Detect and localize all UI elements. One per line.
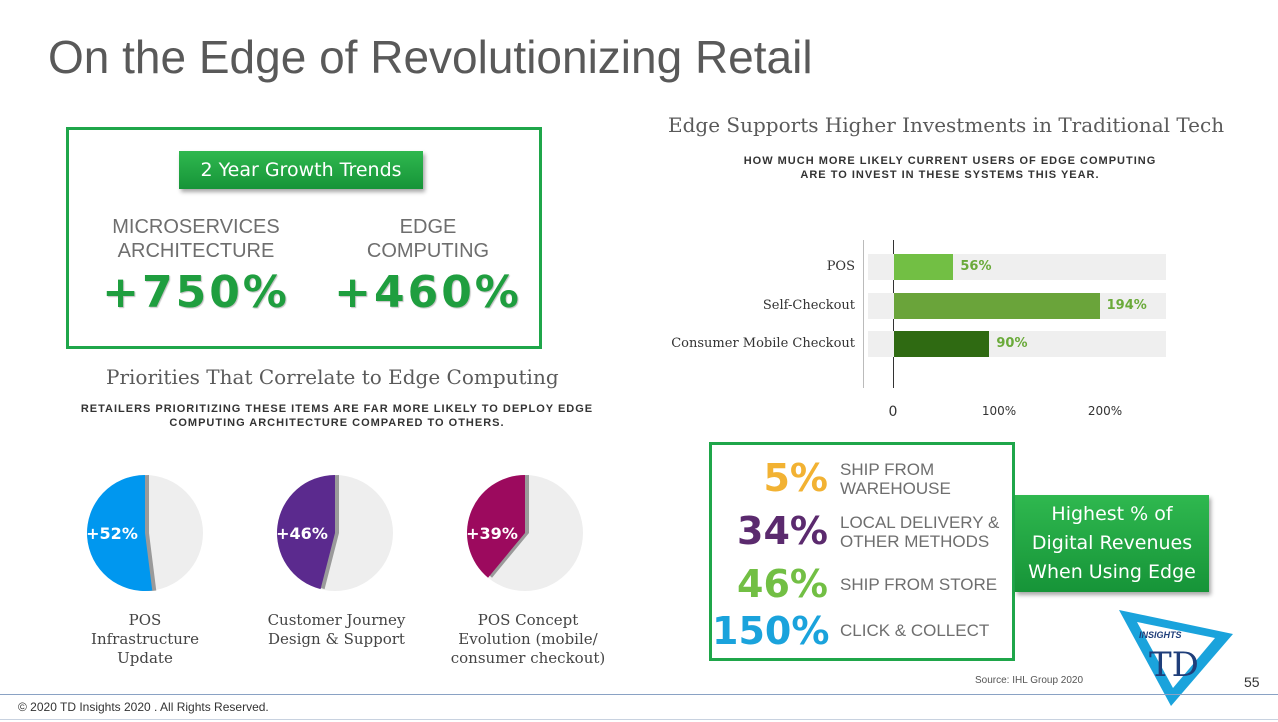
bar-category-label: POS [826,259,855,274]
caption-line: Customer Journey [267,611,406,629]
revenue-label-line: OTHER METHODS [840,532,990,551]
pie-chart: +39% [466,475,583,591]
priorities-subtitle-line: RETAILERS PRIORITIZING THESE ITEMS ARE F… [80,403,594,415]
chart-left-border [863,240,864,388]
digital-revenues-box [709,442,1015,661]
priorities-subtitle: RETAILERS PRIORITIZING THESE ITEMS ARE F… [50,402,624,430]
investments-title: Edge Supports Higher Investments in Trad… [668,113,1225,137]
footer-divider-bottom [0,719,1278,720]
pie-value-label: +52% [86,524,138,543]
bar-value-label: 194% [1106,298,1147,313]
bar-category-label: Consumer Mobile Checkout [671,336,855,351]
revenue-label: LOCAL DELIVERY & OTHER METHODS [840,513,999,551]
metric-microservices: MICROSERVICES ARCHITECTURE +750% [96,215,296,318]
source-note: Source: IHL Group 2020 [975,675,1084,686]
revenue-label: SHIP FROM STORE [840,575,998,594]
investments-subtitle-line: ARE TO INVEST IN THESE SYSTEMS THIS YEAR… [800,169,1100,181]
metric-label: ARCHITECTURE [117,240,275,262]
logo-triangle-inner [1137,622,1215,688]
investments-subtitle-line: HOW MUCH MORE LIKELY CURRENT USERS OF ED… [743,155,1157,167]
revenue-label: SHIP FROM WAREHOUSE [840,460,951,498]
logo-insights-text: INSIGHTS [1139,630,1182,640]
pill-line: Digital Revenues [1031,532,1193,554]
bar [894,254,954,280]
bar [894,331,990,357]
pie-value-label: +46% [276,524,328,543]
priorities-title: Priorities That Correlate to Edge Comput… [106,365,559,389]
bar [894,293,1100,319]
caption-line: Update [117,649,173,667]
revenue-label: CLICK & COLLECT [840,621,990,640]
x-tick-label: 100% [981,404,1017,418]
metric-edge-computing: EDGE COMPUTING +460% [328,215,528,318]
metric-value: +460% [334,267,522,318]
x-tick-label: 200% [1087,404,1123,418]
page-number: 55 [1244,674,1260,690]
revenue-pct: 46% [737,562,828,606]
revenue-pct: 34% [737,509,828,553]
caption-line: POS Concept [477,611,579,629]
bar-value-label: 90% [996,336,1028,351]
copyright: © 2020 TD Insights 2020 . All Rights Res… [18,700,269,714]
pie-caption-pos-infrastructure: POS Infrastructure Update [70,611,220,668]
footer-divider [0,694,1278,695]
investment-bar-chart: POS 56% Self-Checkout 194% Consumer Mobile C… [640,240,1278,430]
pie-caption-pos-concept: POS Concept Evolution (mobile/ consumer … [444,611,612,668]
revenue-label-line: SHIP FROM [840,460,935,479]
pie-value-label: +39% [466,524,518,543]
metric-label: COMPUTING [366,240,490,262]
pie-slice [86,475,153,591]
revenue-pct: 5% [763,456,828,500]
pie-chart: +46% [276,475,393,591]
investments-subtitle: HOW MUCH MORE LIKELY CURRENT USERS OF ED… [700,154,1200,182]
pie-slice [467,475,525,578]
caption-line: Design & Support [268,630,405,648]
td-insights-logo: INSIGHTS TD [1119,610,1233,706]
caption-line: Infrastructure [91,630,199,648]
digital-revenues-pill: Highest % of Digital Revenues When Using… [1015,495,1209,592]
logo-td-text: TD [1149,645,1199,685]
revenue-label-line: LOCAL DELIVERY & [840,513,1000,532]
pie-charts: +52% +46% +39% [86,475,583,591]
revenue-pct: 150% [712,609,830,653]
pie-caption-customer-journey: Customer Journey Design & Support [254,611,419,649]
metric-label: MICROSERVICES [112,216,280,238]
pill-line: Highest % of [1051,503,1173,525]
bar-category-label: Self-Checkout [762,298,855,313]
slide-title: On the Edge of Revolutionizing Retail [48,31,813,83]
growth-trends-pill: 2 Year Growth Trends [179,151,423,189]
priorities-subtitle-line: COMPUTING ARCHITECTURE COMPARED TO OTHER… [169,417,505,429]
pie-chart: +52% [86,475,203,591]
metric-value: +750% [102,267,290,318]
pill-line: When Using Edge [1028,561,1196,583]
metric-label: EDGE [399,216,457,238]
caption-line: Evolution (mobile/ [458,630,598,648]
bar-value-label: 56% [960,259,992,274]
caption-line: POS [128,611,162,629]
pie-slice [277,475,335,590]
x-tick-label: 0 [888,404,898,420]
revenue-label-line: WAREHOUSE [840,479,951,498]
caption-line: consumer checkout) [450,649,606,667]
